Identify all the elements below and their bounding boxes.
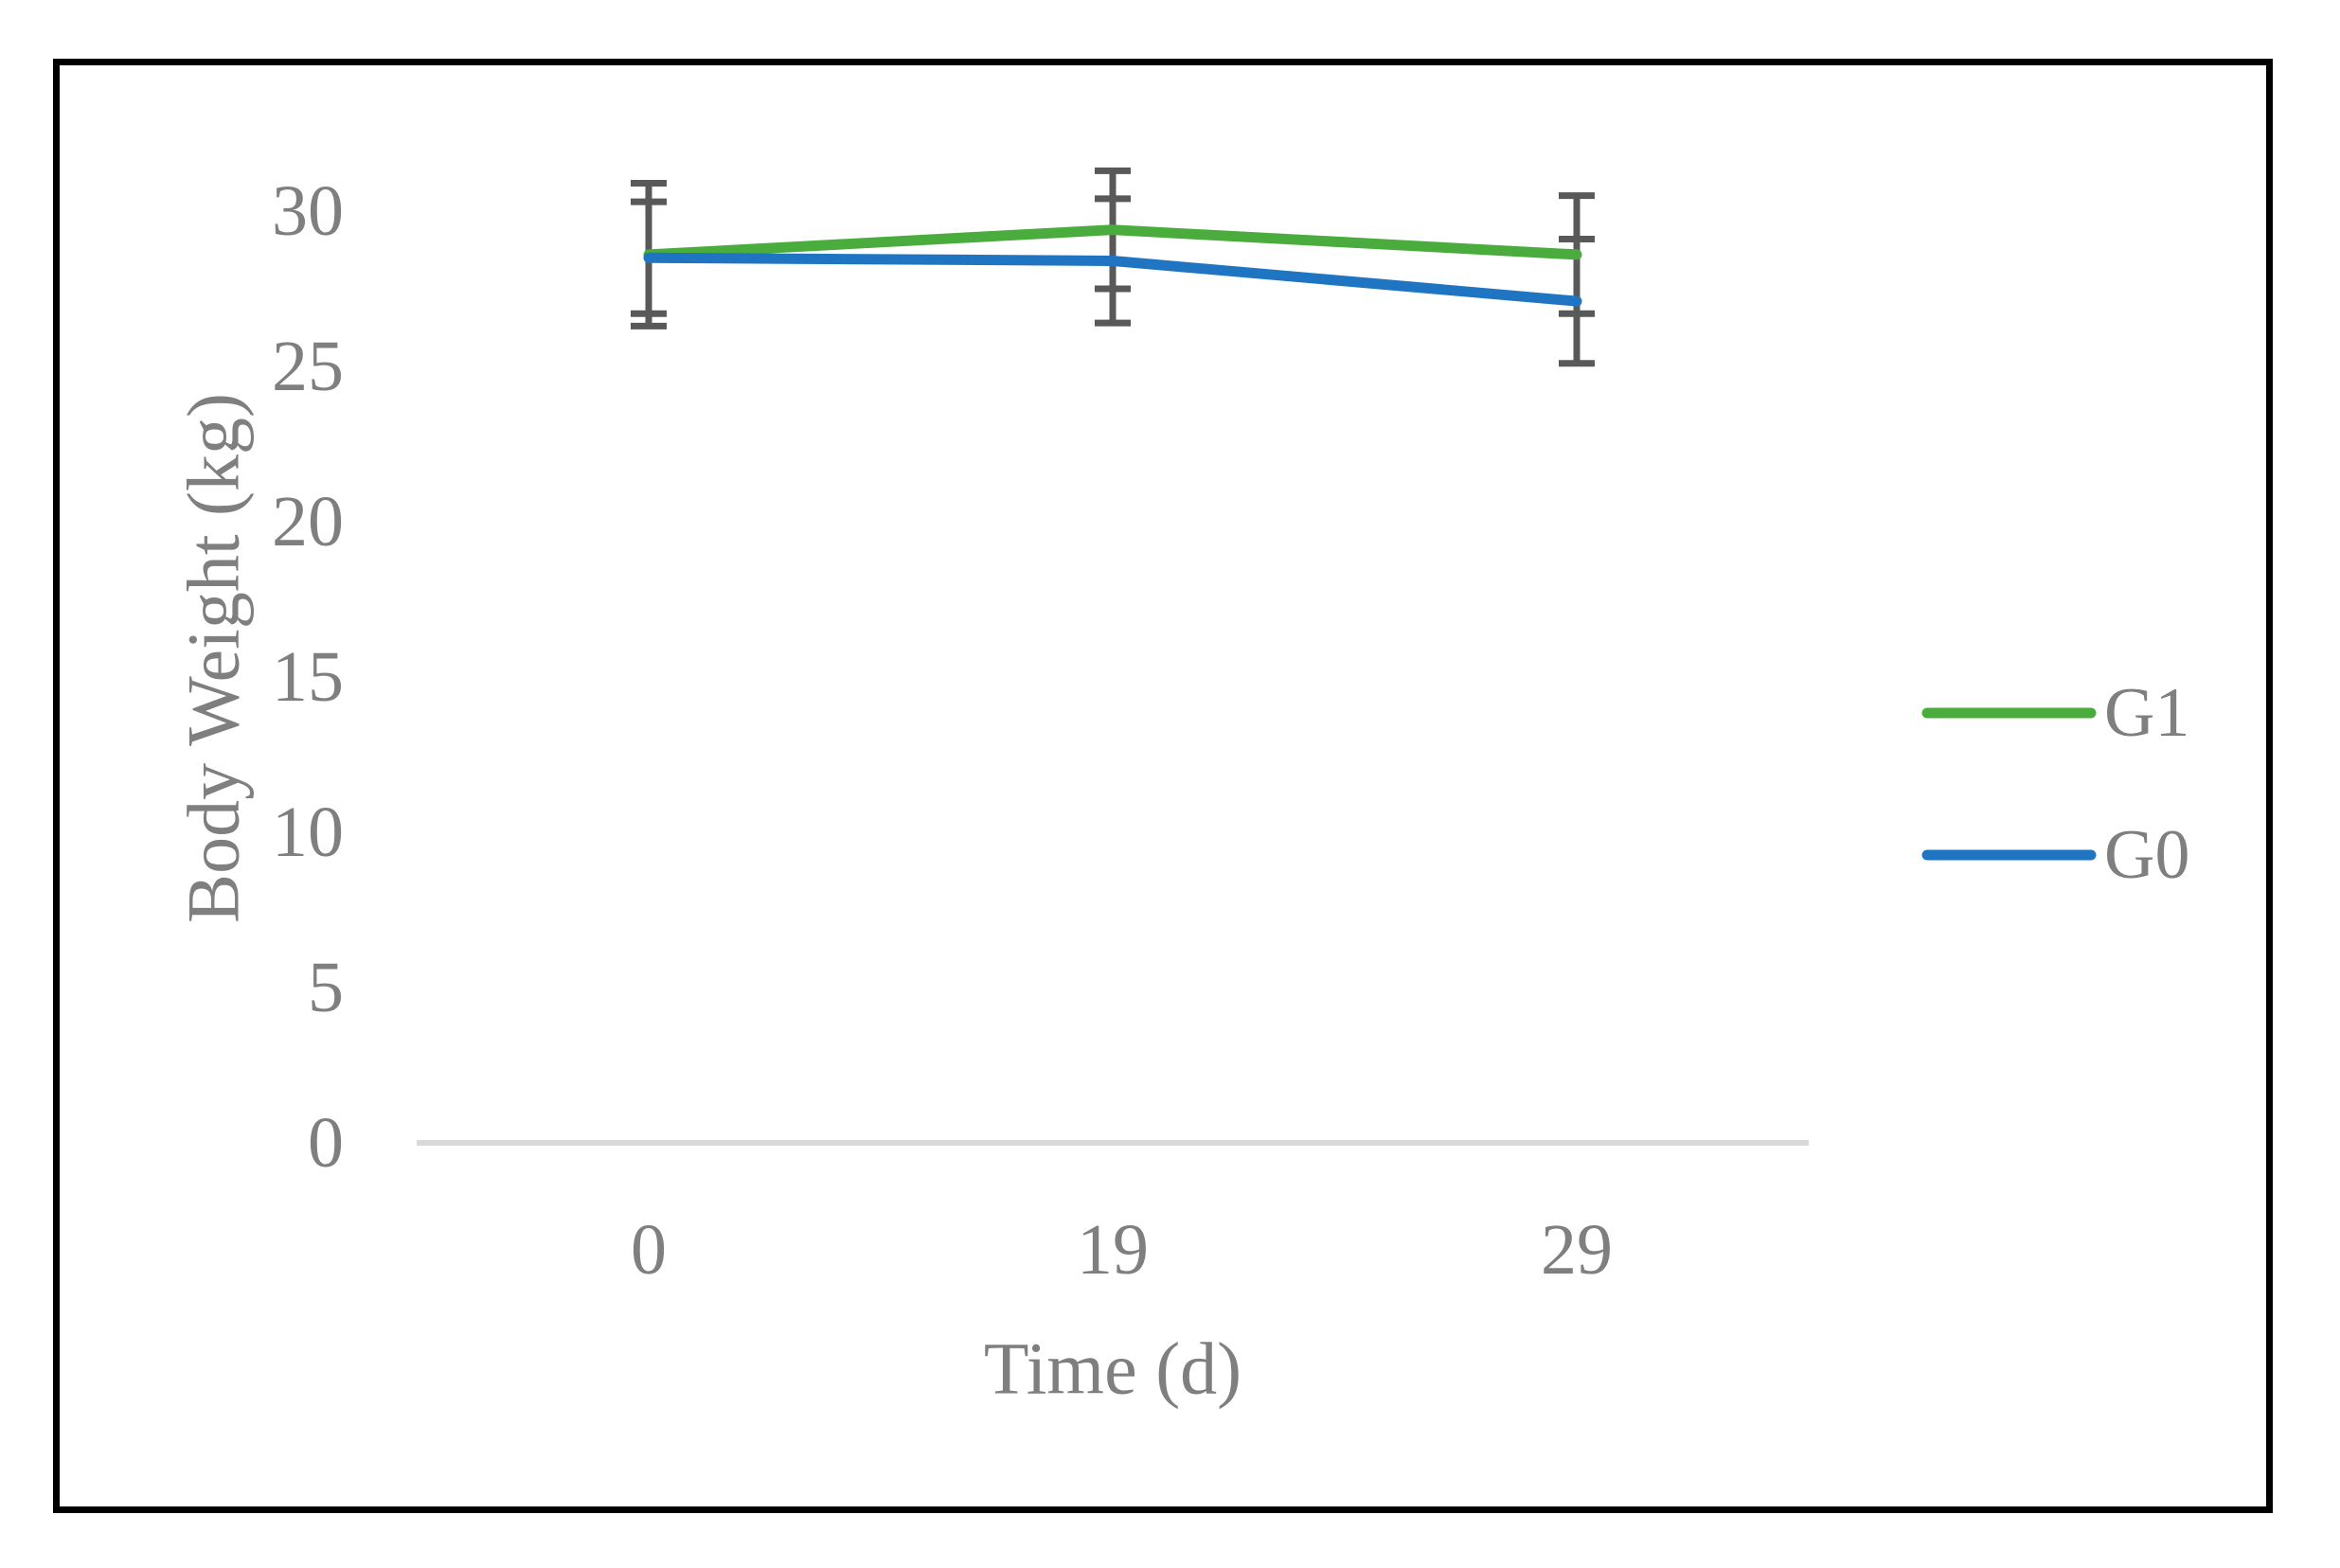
plot-area: 0 5 10 15 20 25 30 0 19 29	[272, 167, 1809, 1290]
y-tick-label: 25	[272, 327, 344, 406]
legend-label-g0: G0	[2104, 816, 2189, 894]
y-tick-label: 30	[272, 171, 344, 251]
legend: G1 G0	[1921, 674, 2189, 894]
x-tick-label: 29	[1541, 1210, 1613, 1290]
y-tick-label: 20	[272, 482, 344, 561]
x-axis-title: Time (d)	[984, 1327, 1241, 1410]
series-line-g1	[643, 224, 1582, 260]
y-tick-label: 10	[272, 793, 344, 872]
x-tick-label: 19	[1077, 1210, 1149, 1290]
x-tick-label: 0	[631, 1210, 667, 1290]
y-tick-label: 0	[308, 1103, 344, 1183]
legend-label-g1: G1	[2104, 674, 2189, 752]
y-axis-title: Body Weight (kg)	[172, 393, 255, 923]
y-tick-label: 5	[308, 948, 344, 1027]
series-line-g0	[643, 252, 1582, 307]
y-tick-label: 15	[272, 637, 344, 717]
figure-border	[53, 59, 2273, 1513]
